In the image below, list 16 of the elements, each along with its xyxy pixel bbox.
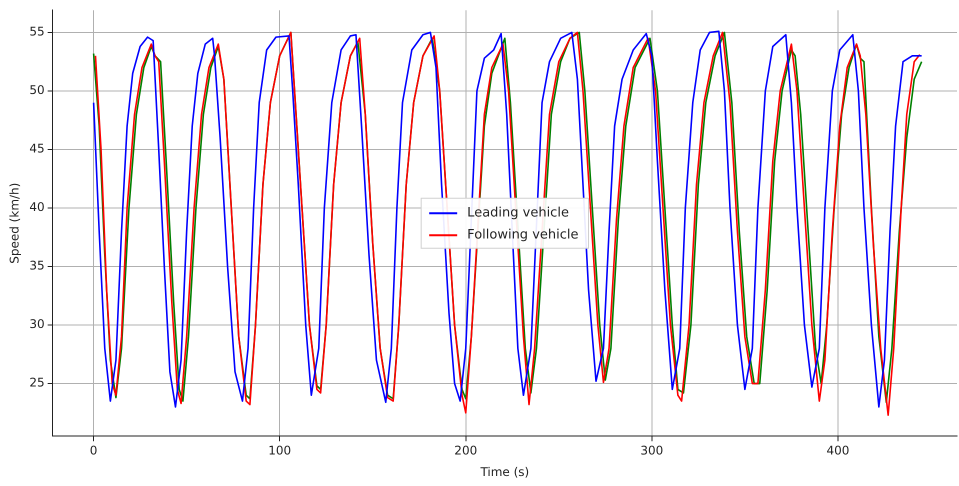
y-tick-label: 25 [29, 376, 45, 390]
x-axis-title: Time (s) [479, 464, 530, 479]
x-tick-label: 400 [826, 444, 850, 458]
y-tick-label: 45 [29, 142, 45, 156]
y-tick-label: 35 [29, 258, 45, 273]
y-tick-label: 40 [29, 200, 45, 214]
y-axis-title: Speed (km/h) [7, 182, 22, 264]
x-tick-label: 0 [90, 444, 98, 458]
x-tick-label: 100 [268, 444, 292, 458]
legend-label: Following vehicle [467, 228, 578, 243]
x-tick-label: 300 [640, 444, 664, 458]
legend-label: Leading vehicle [467, 206, 569, 221]
y-tick-label: 50 [29, 83, 45, 98]
y-tick-label: 55 [29, 24, 45, 39]
x-tick-label: 200 [454, 444, 478, 458]
y-tick-label: 30 [29, 317, 45, 332]
